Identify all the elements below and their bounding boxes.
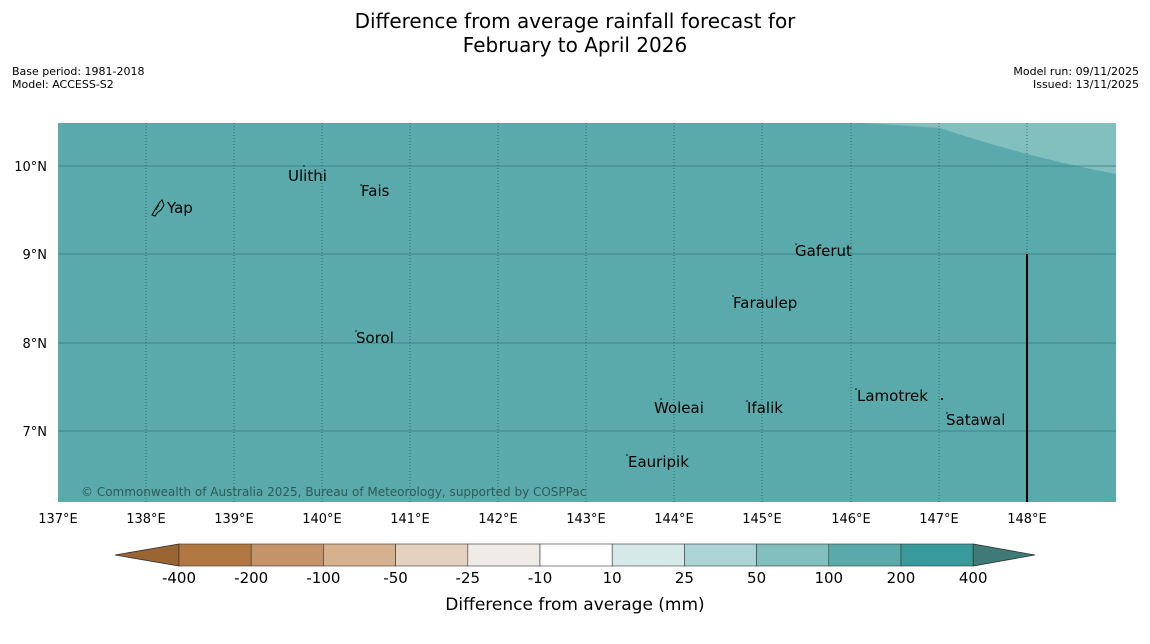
lon-label-145e: 145°E <box>742 512 782 527</box>
place-label-ulithi: Ulithi <box>288 167 327 185</box>
anomaly-region-lighter <box>865 123 1116 174</box>
satawal-marker <box>946 412 948 414</box>
colorbar-extend-high <box>972 543 1036 567</box>
colorbar-segment <box>178 543 252 567</box>
place-label-faraulep: Faraulep <box>733 294 797 312</box>
lat-label-8n: 8°N <box>23 337 48 352</box>
longitude-gridlines <box>145 123 940 502</box>
base-period-text: Base period: 1981-2018 <box>12 65 145 78</box>
colorbar-tick-label: 25 <box>675 569 694 587</box>
place-label-eauripik: Eauripik <box>628 453 689 471</box>
yap-island-outline <box>151 199 165 217</box>
lat-label-9n: 9°N <box>23 248 48 263</box>
gaferut-marker <box>795 243 797 245</box>
colorbar-extend-low <box>114 543 180 567</box>
colorbar-segment <box>828 543 902 567</box>
lon-label-148e: 148°E <box>1007 512 1047 527</box>
lat-label-7n: 7°N <box>23 425 48 440</box>
colorbar-tick-label: -100 <box>306 569 340 587</box>
colorbar-segment <box>539 543 613 567</box>
colorbar-tick-labels: -400 -200 -100 -50 -25 -10 10 25 50 100 200 400 <box>162 569 988 587</box>
faraulep-marker <box>732 295 734 297</box>
colorbar-segment <box>323 543 396 567</box>
metadata-left: Base period: 1981-2018 Model: ACCESS-S2 <box>12 65 144 91</box>
map-title-line-2: February to April 2026 <box>462 33 688 57</box>
lon-label-138e: 138°E <box>126 512 166 527</box>
colorbar <box>114 543 1036 567</box>
copyright-text: © Commonwealth of Australia 2025, Bureau… <box>81 485 586 499</box>
lat-label-10n: 10°N <box>14 160 47 175</box>
ulithi-marker <box>303 165 305 167</box>
colorbar-segment <box>900 543 974 567</box>
woleai-marker <box>660 398 662 400</box>
colorbar-tick-label: -50 <box>383 569 408 587</box>
sorol-marker <box>355 330 357 332</box>
place-label-lamotrek: Lamotrek <box>857 387 928 405</box>
colorbar-segment <box>756 543 830 567</box>
lon-label-143e: 143°E <box>566 512 606 527</box>
place-label-yap: Yap <box>166 199 193 217</box>
place-label-satawal: Satawal <box>946 411 1005 429</box>
lon-label-141e: 141°E <box>390 512 430 527</box>
lon-label-144e: 144°E <box>654 512 694 527</box>
lon-label-137e: 137°E <box>38 512 78 527</box>
place-label-sorol: Sorol <box>356 329 394 347</box>
place-label-woleai: Woleai <box>654 399 704 417</box>
colorbar-label: Difference from average (mm) <box>445 595 704 615</box>
place-label-ifalik: Ifalik <box>747 399 783 417</box>
lon-label-146e: 146°E <box>831 512 871 527</box>
fais-marker <box>360 184 362 186</box>
colorbar-tick-label: 100 <box>814 569 843 587</box>
model-run-text: Model run: 09/11/2025 <box>1013 65 1139 78</box>
lon-label-142e: 142°E <box>478 512 518 527</box>
colorbar-segment <box>684 543 757 567</box>
place-label-gaferut: Gaferut <box>795 242 852 260</box>
lon-label-140e: 140°E <box>302 512 342 527</box>
colorbar-tick-label: 50 <box>747 569 766 587</box>
metadata-right: Model run: 09/11/2025 Issued: 13/11/2025 <box>1013 65 1139 91</box>
issued-text: Issued: 13/11/2025 <box>1032 78 1139 91</box>
place-label-fais: Fais <box>361 182 390 200</box>
lamotrek-marker <box>855 388 857 390</box>
lon-label-147e: 147°E <box>919 512 959 527</box>
yap-island-detail <box>155 204 160 211</box>
colorbar-segment <box>250 543 324 567</box>
lon-label-139e: 139°E <box>214 512 254 527</box>
model-text: Model: ACCESS-S2 <box>12 78 114 91</box>
island-markers <box>303 165 948 456</box>
map-area <box>58 123 1116 502</box>
ifalik-marker <box>746 400 748 402</box>
map-title-line-1: Difference from average rainfall forecas… <box>354 9 796 33</box>
colorbar-tick-label: -200 <box>234 569 268 587</box>
colorbar-tick-label: -400 <box>162 569 196 587</box>
colorbar-segment <box>611 543 685 567</box>
colorbar-tick-label: 200 <box>887 569 916 587</box>
colorbar-segment <box>395 543 469 567</box>
colorbar-tick-label: 400 <box>959 569 988 587</box>
lamotrek-east-marker <box>940 397 944 401</box>
colorbar-segment <box>467 543 541 567</box>
eauripik-marker <box>626 454 628 456</box>
colorbar-tick-label: -25 <box>456 569 481 587</box>
colorbar-tick-label: -10 <box>528 569 553 587</box>
colorbar-tick-label: 10 <box>603 569 622 587</box>
